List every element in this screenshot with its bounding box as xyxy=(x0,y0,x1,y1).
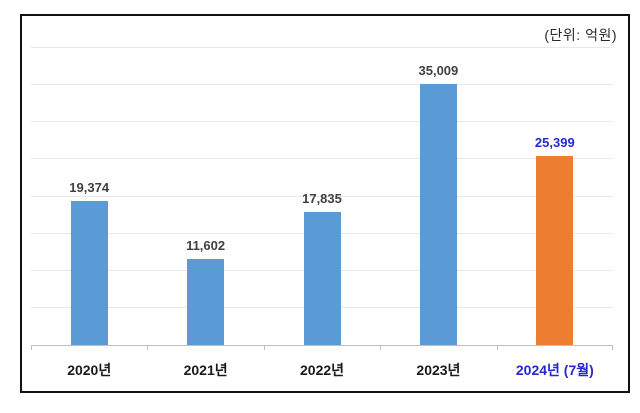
chart-frame: (단위: 억원) 19,374 11,602 17,835 35,009 25,399 … xyxy=(20,14,630,393)
axis-tick xyxy=(147,345,148,350)
axis-tick xyxy=(497,345,498,350)
axis-tick xyxy=(264,345,265,350)
plot-area: 19,374 11,602 17,835 35,009 25,399 xyxy=(31,46,613,350)
gridline xyxy=(31,195,613,197)
bar-2024년 (7월) xyxy=(536,155,574,345)
value-label: 11,602 xyxy=(186,237,226,253)
value-label: 35,009 xyxy=(418,63,459,79)
bar-2020년 xyxy=(70,200,108,345)
axis-tick xyxy=(31,345,32,350)
axis-tick xyxy=(380,345,381,350)
axis-tick xyxy=(612,345,613,350)
gridline xyxy=(31,46,613,48)
value-label: 17,835 xyxy=(302,191,342,207)
value-label: 25,399 xyxy=(534,134,575,150)
category-label: 2023년 xyxy=(416,362,461,378)
category-label: 2021년 xyxy=(183,362,228,378)
gridline xyxy=(31,121,613,122)
value-label: 19,374 xyxy=(69,179,110,195)
category-label: 2024년 (7월) xyxy=(515,362,594,378)
category-label: 2022년 xyxy=(300,362,345,378)
unit-annotation: (단위: 억원) xyxy=(544,27,617,43)
gridline xyxy=(31,158,613,160)
x-axis-labels: 2020년 2021년 2022년 2023년 2024년 (7월) xyxy=(31,360,613,382)
category-label: 2020년 xyxy=(67,362,112,378)
bar-2023년 xyxy=(419,84,457,345)
gridline xyxy=(31,83,613,85)
bar-2022년 xyxy=(303,212,341,345)
bar-2021년 xyxy=(187,258,225,345)
